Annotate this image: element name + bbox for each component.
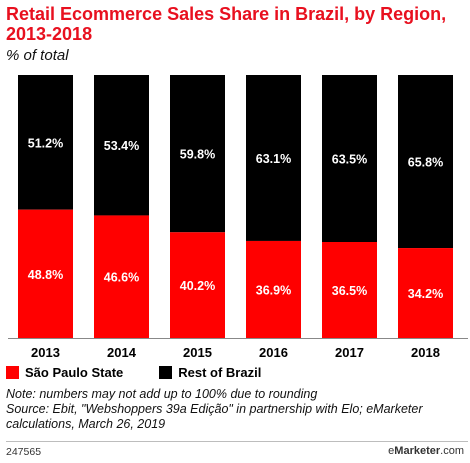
bar-sao-paulo-2016	[246, 240, 301, 338]
x-tick-label-2015: 2015	[183, 345, 212, 360]
x-tick-label-2014: 2014	[107, 345, 137, 360]
data-label-rest-2013: 51.2%	[28, 136, 63, 150]
data-label-rest-2017: 63.5%	[332, 153, 367, 167]
chart-subtitle: % of total	[6, 47, 69, 64]
bar-sao-paulo-2017	[322, 242, 377, 338]
legend-label-sao-paulo: São Paulo State	[25, 365, 124, 380]
brand-name: Marketer	[394, 445, 441, 457]
footnote-note: Note: numbers may not add up to 100% due…	[6, 387, 318, 401]
footnote: Note: numbers may not add up to 100% due…	[6, 387, 466, 432]
bar-rest-2017	[322, 75, 377, 243]
brand-suffix: .com	[440, 445, 464, 457]
chart-title: Retail Ecommerce Sales Share in Brazil, …	[6, 4, 447, 44]
data-label-sao-paulo-2017: 36.5%	[332, 284, 367, 298]
data-label-rest-2015: 59.8%	[180, 148, 215, 162]
chart-id: 247565	[6, 446, 42, 458]
bar-sao-paulo-2018	[398, 248, 453, 338]
data-label-sao-paulo-2015: 40.2%	[180, 279, 215, 293]
bar-rest-2016	[246, 75, 301, 241]
footnote-source: Source: Ebit, "Webshoppers 39a Edição" i…	[6, 402, 423, 431]
legend-label-rest: Rest of Brazil	[178, 365, 262, 380]
legend-swatch-sao-paulo	[6, 366, 19, 379]
brand-logo[interactable]: eMarketer.com	[388, 445, 464, 457]
x-tick-label-2016: 2016	[259, 345, 288, 360]
stacked-bar-chart: 48.8% 51.2% 2013 46.6% 53.4% 2014 40.2% 59.8% 20…	[8, 75, 468, 360]
data-label-rest-2016: 63.1%	[256, 152, 291, 166]
bar-rest-2013	[18, 75, 73, 210]
brand-prefix: e	[388, 445, 395, 457]
bar-sao-paulo-2014	[94, 215, 149, 338]
bar-rest-2015	[170, 75, 225, 233]
data-label-sao-paulo-2018: 34.2%	[408, 287, 443, 301]
legend: São Paulo State Rest of Brazil	[6, 365, 297, 380]
footer-divider	[6, 441, 468, 442]
x-tick-label-2018: 2018	[411, 345, 440, 360]
data-label-sao-paulo-2016: 36.9%	[256, 283, 291, 297]
x-tick-label-2013: 2013	[31, 345, 60, 360]
bar-rest-2018	[398, 75, 453, 249]
legend-swatch-rest	[159, 366, 173, 379]
legend-item-sao-paulo: São Paulo State	[6, 365, 123, 380]
x-tick-label-2017: 2017	[335, 345, 364, 360]
data-label-rest-2018: 65.8%	[408, 156, 443, 170]
bar-sao-paulo-2013	[18, 209, 73, 338]
legend-item-rest: Rest of Brazil	[159, 365, 261, 380]
data-label-rest-2014: 53.4%	[104, 139, 139, 153]
bar-rest-2014	[94, 75, 149, 216]
data-label-sao-paulo-2013: 48.8%	[28, 268, 63, 282]
data-label-sao-paulo-2014: 46.6%	[104, 271, 139, 285]
bar-sao-paulo-2015	[170, 232, 225, 338]
